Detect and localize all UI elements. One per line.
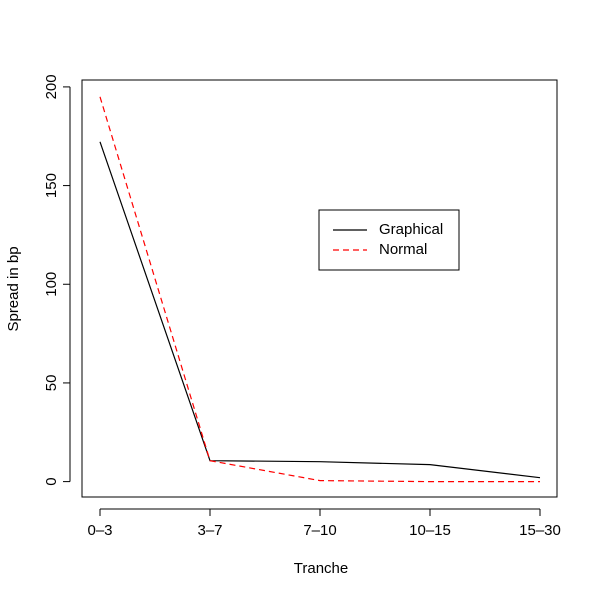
y-tick-label: 0 xyxy=(43,477,60,485)
y-tick-label: 50 xyxy=(43,375,60,392)
y-axis-label: Spread in bp xyxy=(5,246,22,331)
x-axis-label: Tranche xyxy=(294,560,348,577)
x-tick-label: 0–3 xyxy=(87,522,112,539)
y-tick-label: 200 xyxy=(43,74,60,99)
legend-label: Graphical xyxy=(379,221,443,238)
plot-frame xyxy=(81,79,558,498)
y-tick-label: 100 xyxy=(43,272,60,297)
legend-label: Normal xyxy=(379,241,427,258)
x-tick-label: 15–30 xyxy=(519,522,561,539)
series-line xyxy=(99,96,540,483)
legend-box xyxy=(318,209,460,271)
x-tick-label: 3–7 xyxy=(197,522,222,539)
series-line xyxy=(99,141,541,479)
x-tick-label: 10–15 xyxy=(409,522,451,539)
x-tick-label: 7–10 xyxy=(303,522,336,539)
y-tick-label: 150 xyxy=(43,173,60,198)
